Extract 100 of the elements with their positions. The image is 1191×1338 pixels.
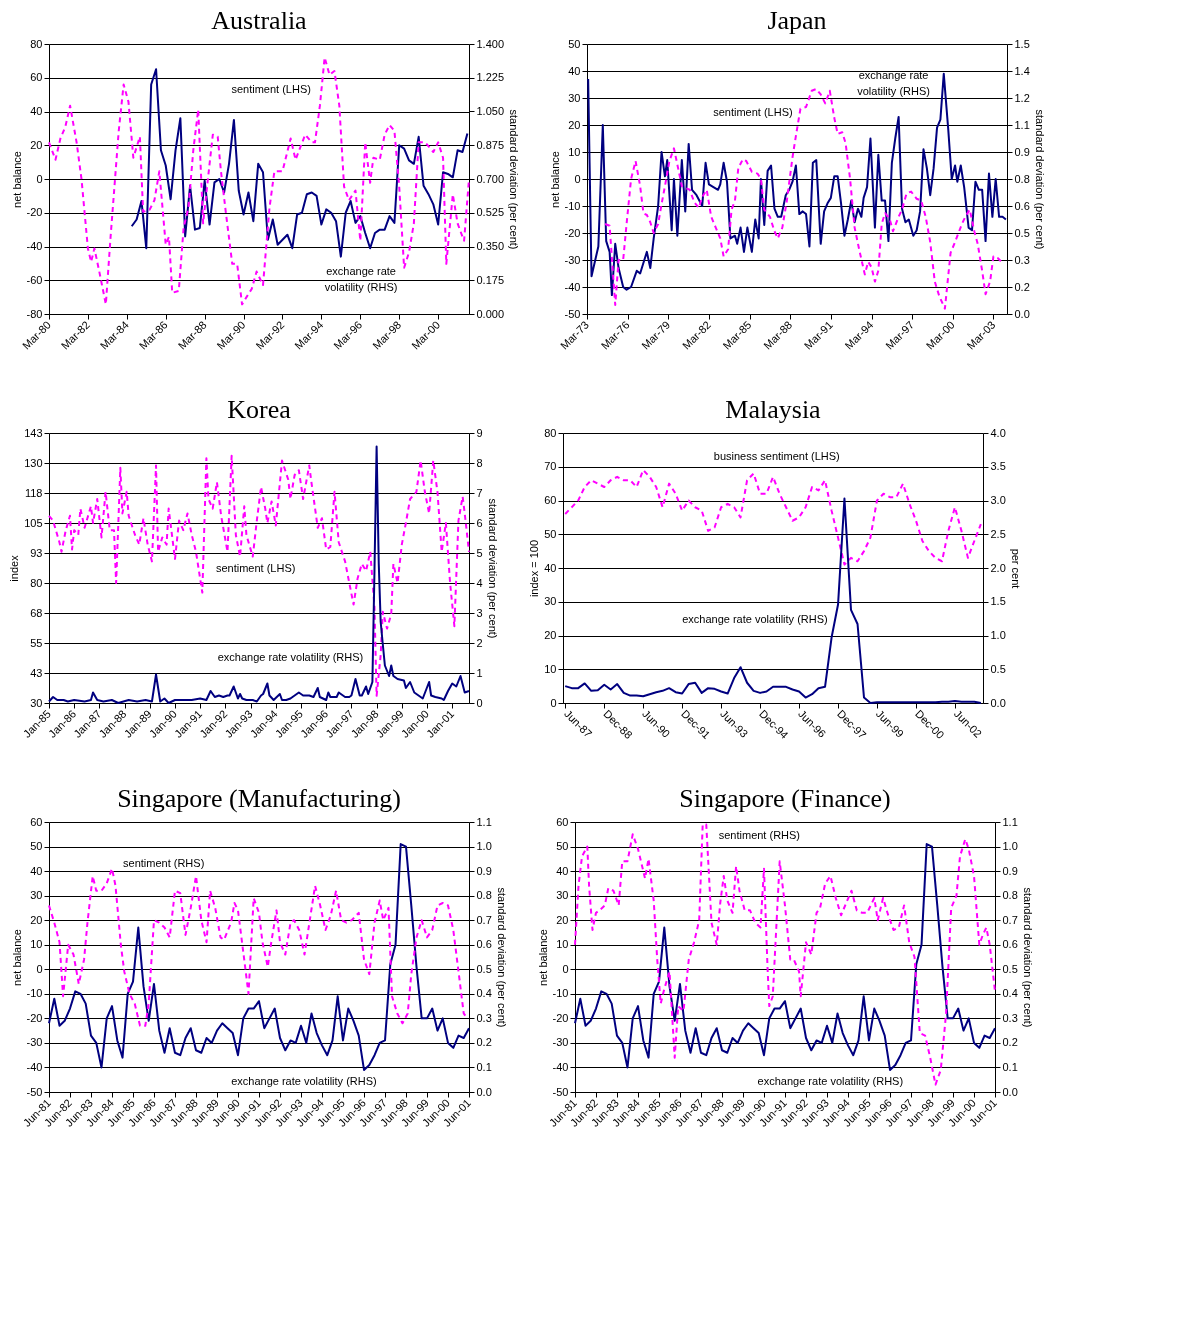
y2-tick-label: 1.1 [476, 815, 492, 828]
y2-tick-label: 7 [476, 486, 483, 499]
y2-tick-label: 0.1 [1002, 1060, 1018, 1073]
annotation: sentiment (LHS) [713, 106, 793, 119]
y-tick-label: -20 [26, 206, 43, 219]
y2-tick-label: 0.2 [1014, 280, 1030, 293]
y-tick-label: -30 [26, 1036, 43, 1049]
y-tick-label: 80 [30, 37, 43, 50]
y-tick-label: 40 [556, 864, 569, 877]
y-tick-label: -60 [26, 273, 43, 286]
y-tick-label: -50 [564, 307, 581, 320]
y2-tick-label: 1.400 [476, 37, 505, 50]
y2-tick-label: 0 [476, 696, 483, 709]
y2-tick-label: 0.0 [1014, 307, 1030, 320]
y-tick-label: 50 [556, 840, 569, 853]
y-tick-label: 30 [30, 696, 43, 709]
y-axis-title: index [8, 554, 21, 582]
y-tick-label: 68 [30, 606, 43, 619]
chart-title: Japan [767, 6, 827, 35]
y2-tick-label: 0.5 [1014, 226, 1030, 239]
y-axis-title: net balance [536, 929, 549, 986]
y2-tick-label: 1.5 [1014, 37, 1030, 50]
y-tick-label: 60 [544, 494, 557, 506]
y2-tick-label: 0.2 [1002, 1036, 1018, 1049]
y2-tick-label: 4.0 [990, 426, 1006, 439]
y-tick-label: -10 [552, 987, 569, 1000]
annotation: sentiment (LHS) [231, 83, 311, 96]
chart-title: Australia [211, 6, 308, 35]
y2-tick-label: 0.2 [476, 1036, 492, 1049]
y2-tick-label: 0.5 [1002, 962, 1018, 975]
annotation: sentiment (RHS) [123, 857, 205, 870]
y2-tick-label: 0.6 [1002, 938, 1018, 951]
y-tick-label: -20 [26, 1011, 43, 1024]
y2-tick-label: 0.9 [1014, 145, 1030, 158]
y2-tick-label: 5 [476, 546, 483, 559]
y-tick-label: 60 [30, 815, 43, 828]
line-series [130, 68, 469, 258]
y2-axis-title: standard deviation (per cent) [1021, 887, 1034, 1028]
y-tick-label: 30 [568, 91, 581, 104]
y-tick-label: -20 [552, 1011, 569, 1024]
y-tick-label: 0 [36, 962, 43, 975]
y2-tick-label: 0.8 [1002, 889, 1018, 902]
y2-tick-label: 1.1 [1014, 118, 1030, 131]
y2-tick-label: 1.2 [1014, 91, 1030, 104]
y2-tick-label: 9 [476, 426, 483, 439]
y2-tick-label: 3 [476, 606, 483, 619]
y2-tick-label: 0.3 [476, 1011, 492, 1024]
y-tick-label: 10 [556, 938, 569, 951]
y-tick-label: 0 [562, 962, 569, 975]
y2-tick-label: 1.0 [476, 840, 492, 853]
y2-tick-label: 1.1 [1002, 815, 1018, 828]
annotation: exchange rate volatility (RHS) [682, 613, 828, 626]
y-axis-title: net balance [10, 929, 23, 986]
y-tick-label: 143 [24, 426, 43, 439]
y-tick-label: 40 [544, 561, 557, 574]
y-tick-label: 0 [550, 696, 557, 709]
y2-tick-label: 0.8 [476, 889, 492, 902]
chart-title: Singapore (Finance) [679, 784, 891, 813]
y2-tick-label: 1.4 [1014, 64, 1030, 77]
y2-tick-label: 0.9 [476, 864, 492, 877]
y2-tick-label: 3.0 [990, 494, 1006, 506]
annotation: sentiment (LHS) [215, 562, 296, 575]
y-tick-label: 105 [24, 516, 43, 529]
y2-axis-title: per cent [1009, 548, 1022, 589]
y-tick-label: 80 [544, 426, 557, 439]
y-tick-label: 20 [568, 118, 581, 131]
y2-tick-label: 0.5 [476, 962, 492, 975]
y-tick-label: 40 [568, 64, 581, 77]
y2-tick-label: 0.5 [990, 662, 1006, 675]
y-tick-label: 118 [24, 486, 43, 499]
y-tick-label: -40 [552, 1060, 569, 1073]
y-tick-label: 60 [30, 71, 43, 84]
y2-tick-label: 1.050 [476, 105, 505, 117]
annotation: exchange rate volatility (RHS) [757, 1075, 904, 1088]
y-tick-label: 60 [556, 815, 569, 828]
y-tick-label: 0 [36, 172, 43, 185]
y2-tick-label: 6 [476, 516, 483, 529]
y2-tick-label: 0.6 [476, 938, 492, 951]
y2-tick-label: 1.0 [990, 629, 1006, 641]
y2-tick-label: 4 [476, 576, 483, 589]
y2-tick-label: 0.6 [1014, 199, 1030, 212]
y2-tick-label: 2 [476, 636, 483, 649]
y-tick-label: 50 [568, 37, 581, 50]
y-tick-label: 130 [24, 456, 43, 469]
y2-tick-label: 0.4 [1002, 987, 1018, 1000]
line-series [604, 88, 1003, 310]
y2-axis-title: standard deviation (per cent) [1033, 109, 1046, 250]
y-tick-label: -50 [26, 1085, 43, 1098]
y-tick-label: -10 [26, 987, 43, 1000]
y2-tick-label: 0.875 [476, 138, 505, 151]
y2-tick-label: 0.7 [476, 913, 492, 926]
y-tick-label: 30 [30, 889, 43, 902]
y-tick-label: -40 [564, 280, 581, 293]
y-tick-label: -30 [552, 1036, 569, 1049]
y-tick-label: 43 [30, 666, 43, 679]
y2-axis-title: standard deviation (per cent) [495, 887, 508, 1028]
y-tick-label: 40 [30, 864, 43, 877]
y-tick-label: -40 [26, 240, 43, 252]
y-tick-label: 80 [30, 576, 43, 589]
y-axis-title: index = 100 [528, 539, 541, 598]
